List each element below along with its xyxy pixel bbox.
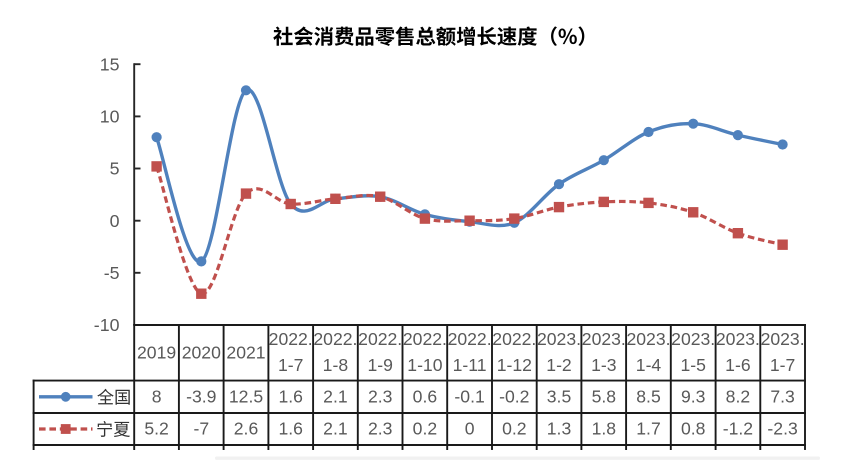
svg-text:8.2: 8.2: [726, 386, 750, 406]
svg-text:8.5: 8.5: [636, 386, 661, 406]
svg-text:1.6: 1.6: [278, 419, 303, 439]
svg-text:2022.: 2022.: [269, 329, 313, 349]
svg-text:7.3: 7.3: [770, 386, 795, 406]
svg-text:2019: 2019: [137, 342, 176, 362]
svg-text:1-2: 1-2: [546, 355, 571, 375]
svg-text:15: 15: [100, 54, 120, 74]
svg-text:5: 5: [110, 159, 120, 179]
svg-text:0: 0: [465, 419, 475, 439]
svg-text:2023.: 2023.: [671, 329, 715, 349]
svg-text:2023.: 2023.: [537, 329, 581, 349]
svg-text:2.1: 2.1: [323, 419, 347, 439]
svg-text:2023.: 2023.: [582, 329, 626, 349]
svg-text:2022.: 2022.: [358, 329, 402, 349]
svg-text:-10: -10: [94, 315, 120, 335]
svg-text:1-11: 1-11: [453, 355, 487, 375]
svg-text:1.6: 1.6: [278, 386, 303, 406]
svg-text:1-7: 1-7: [770, 355, 795, 375]
svg-text:2023.: 2023.: [716, 329, 760, 349]
svg-text:-1.2: -1.2: [723, 419, 753, 439]
svg-text:2022.: 2022.: [492, 329, 536, 349]
svg-text:5.2: 5.2: [144, 419, 168, 439]
svg-text:1-8: 1-8: [323, 355, 349, 375]
svg-text:3.5: 3.5: [547, 386, 572, 406]
svg-text:2022.: 2022.: [313, 329, 357, 349]
svg-text:2022.: 2022.: [403, 329, 447, 349]
svg-text:9.3: 9.3: [681, 386, 706, 406]
svg-text:1.3: 1.3: [547, 419, 572, 439]
svg-text:0.2: 0.2: [502, 419, 526, 439]
svg-text:1-10: 1-10: [407, 355, 442, 375]
svg-text:0: 0: [110, 211, 120, 231]
svg-text:2023.: 2023.: [626, 329, 670, 349]
svg-text:-2.3: -2.3: [767, 419, 798, 439]
svg-text:1-12: 1-12: [497, 355, 532, 375]
svg-text:-0.1: -0.1: [454, 386, 484, 406]
svg-text:1-6: 1-6: [725, 355, 751, 375]
svg-text:-0.2: -0.2: [499, 386, 529, 406]
svg-text:0.6: 0.6: [413, 386, 438, 406]
svg-text:10: 10: [100, 107, 120, 127]
svg-text:1.7: 1.7: [636, 419, 660, 439]
svg-text:0.2: 0.2: [413, 419, 437, 439]
svg-text:-7: -7: [193, 419, 209, 439]
svg-text:1.8: 1.8: [592, 419, 617, 439]
svg-text:1-3: 1-3: [591, 355, 617, 375]
svg-text:8: 8: [152, 386, 162, 406]
svg-text:1-5: 1-5: [680, 355, 706, 375]
svg-text:0.8: 0.8: [681, 419, 706, 439]
svg-text:5.8: 5.8: [592, 386, 617, 406]
svg-text:1-9: 1-9: [367, 355, 392, 375]
svg-text:2021: 2021: [226, 342, 265, 362]
svg-text:12.5: 12.5: [229, 386, 263, 406]
svg-text:2.3: 2.3: [368, 386, 393, 406]
svg-text:2.3: 2.3: [368, 419, 393, 439]
svg-text:1-7: 1-7: [278, 355, 303, 375]
svg-text:2.6: 2.6: [234, 419, 259, 439]
svg-text:2022.: 2022.: [448, 329, 492, 349]
svg-text:-3.9: -3.9: [186, 386, 216, 406]
svg-text:2023.: 2023.: [761, 329, 805, 349]
svg-text:1-4: 1-4: [636, 355, 662, 375]
svg-text:2.1: 2.1: [323, 386, 347, 406]
svg-text:2020: 2020: [182, 342, 221, 362]
svg-text:-5: -5: [104, 263, 120, 283]
